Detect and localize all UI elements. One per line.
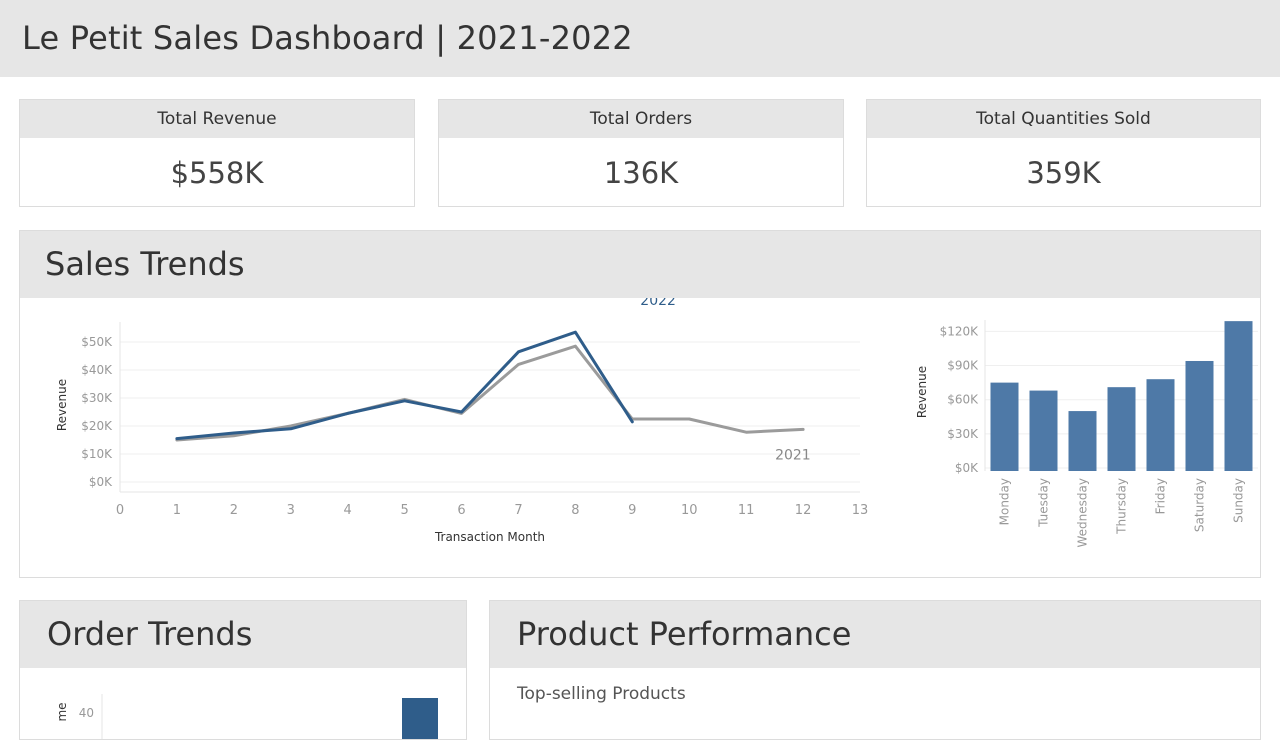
y-tick-label: $30K bbox=[81, 391, 113, 405]
order-trends-chart[interactable]: me 40 bbox=[20, 668, 467, 740]
sales-trends-title: Sales Trends bbox=[45, 245, 245, 283]
x-tick-label: 7 bbox=[514, 503, 522, 518]
bar-saturday bbox=[1185, 360, 1214, 471]
y-tick-label: $10K bbox=[81, 447, 113, 461]
series-label-2022: 2022 bbox=[640, 298, 676, 309]
y-axis-title: Revenue bbox=[55, 379, 69, 431]
x-tick-label: 4 bbox=[344, 503, 352, 518]
x-tick-label: 10 bbox=[681, 503, 698, 518]
x-tick-label: Tuesday bbox=[1037, 478, 1051, 528]
y-tick-label: $20K bbox=[81, 419, 113, 433]
kpi-card-total-orders: Total Orders 136K bbox=[438, 99, 844, 207]
weekday-revenue-bar-chart[interactable]: $0K $30K $60K $90K $120K Revenue Monday Tuesday… bbox=[880, 298, 1260, 578]
x-tick-label: 6 bbox=[457, 503, 465, 518]
order-trends-title: Order Trends bbox=[47, 615, 253, 653]
y-tick-label: $50K bbox=[81, 335, 113, 349]
y-axis-title: me bbox=[55, 702, 69, 721]
product-performance-title: Product Performance bbox=[517, 615, 852, 653]
x-tick-label: 12 bbox=[795, 503, 812, 518]
bar-sunday bbox=[1224, 321, 1253, 471]
x-tick-label: Saturday bbox=[1193, 478, 1207, 532]
data-point-2022 bbox=[176, 437, 178, 440]
data-point-2021 bbox=[574, 345, 577, 347]
order-bar bbox=[402, 698, 438, 739]
bar-monday bbox=[990, 382, 1019, 471]
series-line-2021 bbox=[175, 344, 805, 442]
y-tick-label: $90K bbox=[947, 359, 979, 373]
product-performance-panel: Product Performance Top-selling Products bbox=[489, 600, 1261, 740]
bar-wednesday bbox=[1068, 411, 1097, 471]
x-tick-label: 8 bbox=[571, 503, 579, 518]
x-tick-label: 13 bbox=[852, 503, 869, 518]
kpi-label: Total Quantities Sold bbox=[867, 100, 1260, 138]
data-point-2022 bbox=[233, 432, 235, 434]
data-point-2022 bbox=[517, 351, 520, 353]
data-point-2022 bbox=[289, 428, 292, 430]
sales-trends-header: Sales Trends bbox=[20, 231, 1260, 298]
dashboard-header: Le Petit Sales Dashboard | 2021-2022 bbox=[0, 0, 1280, 77]
x-tick-label: Wednesday bbox=[1076, 478, 1090, 547]
x-tick-label: 9 bbox=[628, 503, 636, 518]
sales-trends-panel: Sales Trends $0K $10K $20K $30K $40K $50K 0 1 2 3… bbox=[19, 230, 1261, 578]
data-point-2021 bbox=[745, 431, 747, 433]
y-tick-label: $120K bbox=[940, 324, 980, 338]
x-tick-label: Thursday bbox=[1115, 478, 1129, 535]
data-point-2021 bbox=[688, 418, 691, 420]
data-point-2022 bbox=[346, 412, 349, 415]
x-tick-label: Monday bbox=[998, 478, 1012, 525]
kpi-label: Total Orders bbox=[439, 100, 843, 138]
x-tick-label: 11 bbox=[738, 503, 755, 518]
x-axis-title: Transaction Month bbox=[434, 530, 545, 544]
product-performance-header: Product Performance bbox=[490, 601, 1260, 668]
data-point-2021 bbox=[517, 363, 520, 366]
series-label-2021: 2021 bbox=[775, 447, 811, 463]
data-point-2022 bbox=[460, 411, 463, 413]
data-point-2021 bbox=[802, 428, 804, 431]
kpi-value: $558K bbox=[170, 156, 264, 190]
bar-friday bbox=[1146, 379, 1175, 471]
x-tick-label: 5 bbox=[400, 503, 408, 518]
kpi-label: Total Revenue bbox=[20, 100, 414, 138]
bar-tuesday bbox=[1029, 390, 1058, 471]
x-tick-label: 0 bbox=[116, 503, 124, 518]
x-tick-label: 1 bbox=[173, 503, 181, 518]
data-point-2021 bbox=[289, 425, 292, 427]
dashboard-title: Le Petit Sales Dashboard | 2021-2022 bbox=[22, 19, 633, 57]
series-line-2022 bbox=[175, 330, 634, 441]
kpi-value: 359K bbox=[1026, 156, 1101, 190]
y-tick-label: 40 bbox=[79, 706, 94, 720]
data-point-2022 bbox=[403, 400, 406, 402]
y-axis-title: Revenue bbox=[915, 366, 929, 418]
kpi-card-total-revenue: Total Revenue $558K bbox=[19, 99, 415, 207]
x-tick-label: Sunday bbox=[1232, 478, 1246, 523]
y-tick-label: $60K bbox=[947, 393, 979, 407]
data-point-2022 bbox=[631, 421, 634, 423]
y-tick-label: $0K bbox=[89, 475, 113, 489]
kpi-value: 136K bbox=[603, 156, 679, 190]
data-point-2022 bbox=[574, 331, 577, 333]
order-trends-panel: Order Trends me 40 bbox=[19, 600, 467, 740]
x-tick-label: 3 bbox=[287, 503, 295, 518]
y-tick-label: $0K bbox=[955, 461, 979, 475]
y-tick-label: $40K bbox=[81, 363, 113, 377]
kpi-card-total-quantities: Total Quantities Sold 359K bbox=[866, 99, 1261, 207]
data-point-2021 bbox=[233, 435, 235, 437]
order-trends-header: Order Trends bbox=[20, 601, 466, 668]
top-selling-products-label: Top-selling Products bbox=[517, 684, 686, 704]
x-tick-label: Friday bbox=[1154, 478, 1168, 514]
bar-thursday bbox=[1107, 387, 1136, 471]
y-tick-label: $30K bbox=[947, 427, 979, 441]
x-tick-label: 2 bbox=[230, 503, 238, 518]
